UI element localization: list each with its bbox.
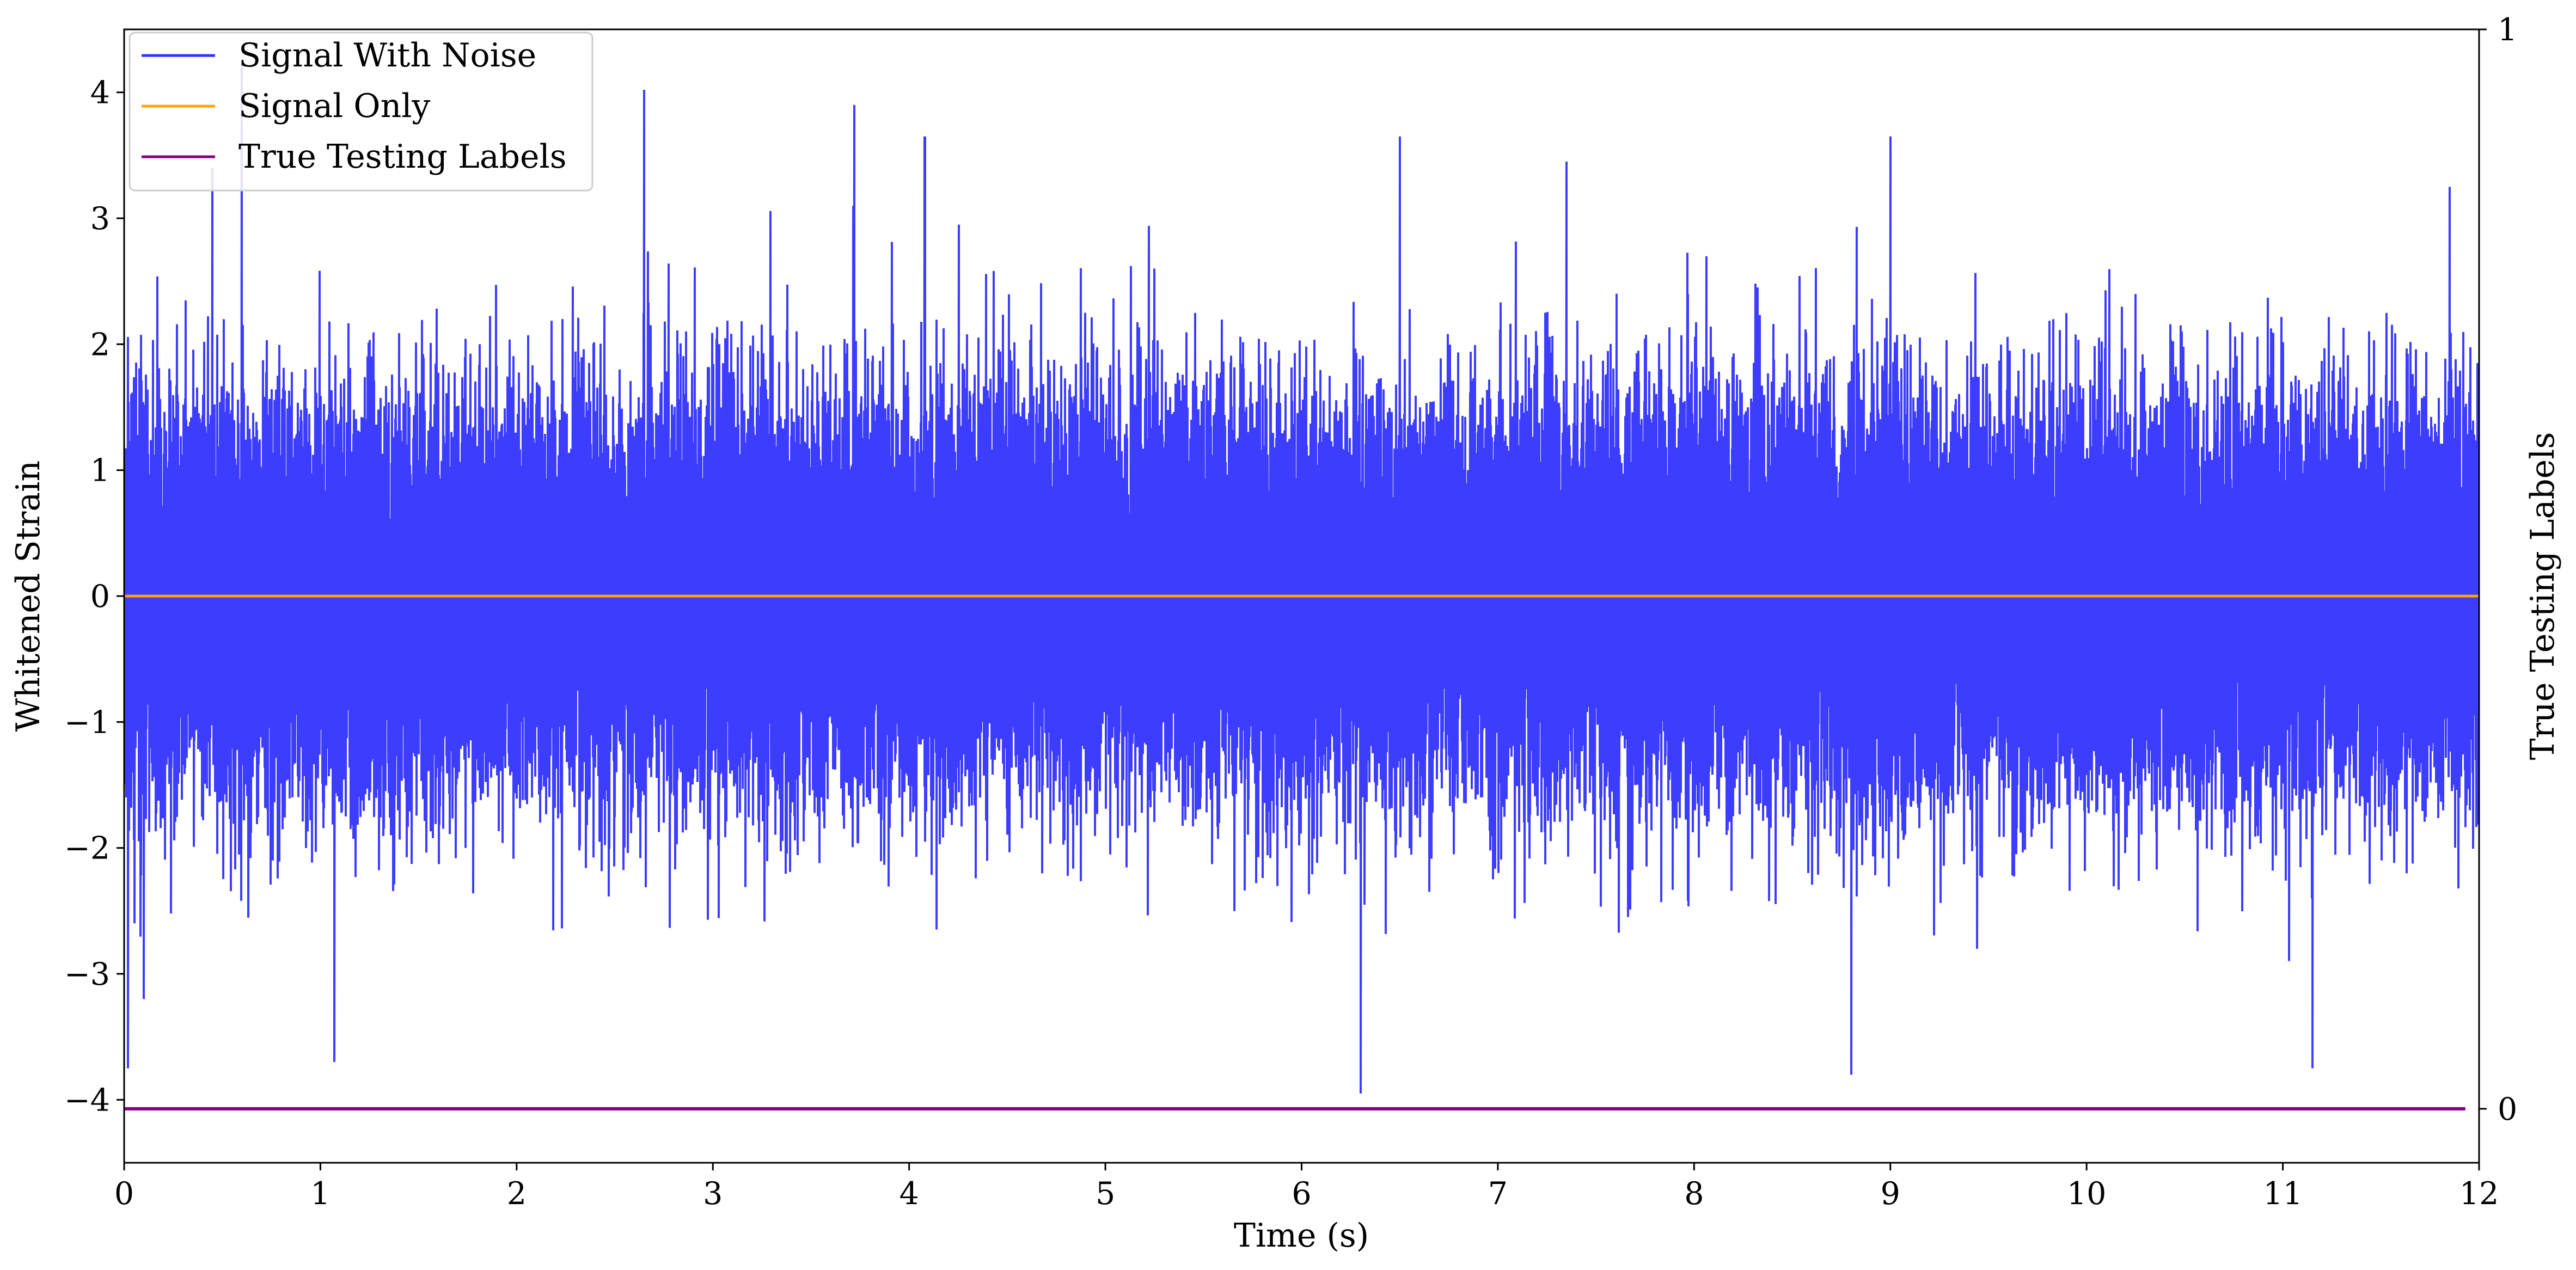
y-tick-label-6: 2 [90,327,110,363]
series-signal-with-noise [124,67,2479,1094]
y2-tick-label-0: 0 [2498,1091,2517,1127]
y-axis-title: Whitened Strain [9,461,47,732]
x-tick-label-4: 4 [900,1176,919,1212]
x-tick-label-7: 7 [1488,1176,1508,1212]
legend-label-true-testing-labels: True Testing Labels [238,138,567,176]
x-tick-label-1: 1 [310,1176,330,1212]
y2-tick-label-1: 1 [2498,12,2517,48]
y-tick-label-1: −3 [64,956,110,992]
x-tick-label-8: 8 [1684,1176,1704,1212]
y-tick-label-5: 1 [90,453,110,489]
x-tick-label-12: 12 [2459,1176,2499,1212]
y-tick-label-2: −2 [64,831,110,867]
y-tick-label-7: 3 [90,201,110,237]
y-tick-label-0: −4 [64,1082,110,1118]
x-tick-label-3: 3 [703,1176,723,1212]
x-axis-title: Time (s) [1234,1217,1369,1255]
x-tick-label-0: 0 [114,1176,134,1212]
y-tick-label-3: −1 [64,704,110,740]
legend-box [129,32,593,192]
x-tick-label-11: 11 [2263,1176,2303,1212]
x-tick-label-5: 5 [1096,1176,1115,1212]
plot-area [124,67,2479,1111]
y-tick-label-4: 0 [90,579,110,615]
y-tick-label-8: 4 [90,75,110,111]
x-tick-label-6: 6 [1292,1176,1311,1212]
legend: Signal With Noise Signal Only True Testi… [129,32,593,192]
legend-label-signal-only: Signal Only [238,87,430,125]
y2-axis-title: True Testing Labels [2524,432,2562,760]
x-tick-label-10: 10 [2067,1176,2107,1212]
x-tick-label-2: 2 [507,1176,527,1212]
legend-label-signal-with-noise: Signal With Noise [238,36,536,75]
x-tick-label-9: 9 [1881,1176,1900,1212]
